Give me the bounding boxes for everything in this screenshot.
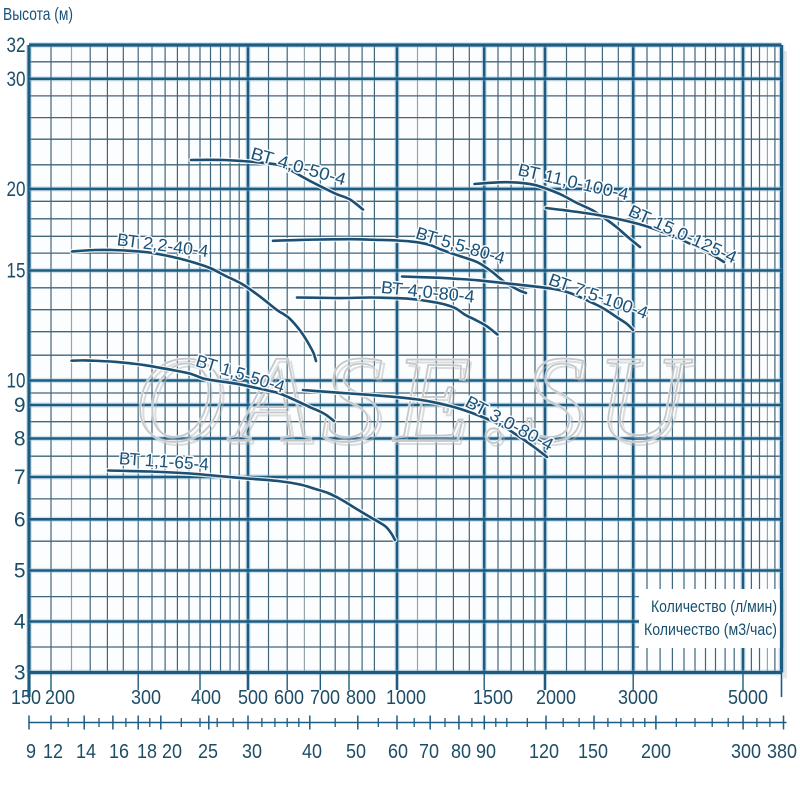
svg-text:9: 9 — [14, 394, 26, 417]
svg-text:9: 9 — [26, 740, 36, 763]
svg-text:120: 120 — [529, 740, 559, 763]
svg-text:150: 150 — [578, 740, 608, 763]
svg-text:30: 30 — [242, 740, 262, 763]
svg-text:OASE.SU: OASE.SU — [137, 334, 700, 471]
svg-text:Количество (л/мин): Количество (л/мин) — [651, 598, 777, 616]
svg-text:400: 400 — [191, 686, 221, 709]
svg-text:1500: 1500 — [473, 686, 513, 709]
svg-text:800: 800 — [346, 686, 376, 709]
svg-text:300: 300 — [731, 740, 761, 763]
svg-text:700: 700 — [310, 686, 340, 709]
svg-text:7: 7 — [14, 466, 26, 489]
svg-text:4: 4 — [14, 611, 26, 634]
svg-text:15: 15 — [7, 260, 26, 283]
svg-text:Количество (м3/час): Количество (м3/час) — [644, 621, 777, 639]
svg-text:80: 80 — [451, 740, 471, 763]
svg-text:500: 500 — [238, 686, 268, 709]
svg-text:600: 600 — [274, 686, 304, 709]
svg-text:14: 14 — [76, 740, 96, 763]
svg-text:150: 150 — [11, 686, 41, 709]
svg-text:300: 300 — [131, 686, 161, 709]
svg-text:60: 60 — [388, 740, 408, 763]
svg-text:12: 12 — [43, 740, 63, 763]
svg-text:90: 90 — [476, 740, 496, 763]
svg-text:32: 32 — [7, 34, 26, 57]
svg-text:Высота (м): Высота (м) — [3, 4, 73, 24]
svg-text:25: 25 — [198, 740, 218, 763]
svg-text:50: 50 — [346, 740, 366, 763]
svg-text:200: 200 — [45, 686, 75, 709]
svg-text:200: 200 — [641, 740, 671, 763]
svg-text:20: 20 — [162, 740, 182, 763]
svg-text:8: 8 — [14, 428, 26, 451]
svg-text:5000: 5000 — [728, 686, 768, 709]
svg-text:16: 16 — [109, 740, 129, 763]
svg-text:70: 70 — [419, 740, 439, 763]
svg-text:3: 3 — [14, 662, 26, 685]
svg-text:10: 10 — [7, 370, 26, 393]
svg-text:6: 6 — [14, 508, 26, 531]
svg-text:2000: 2000 — [536, 686, 576, 709]
svg-text:1000: 1000 — [386, 686, 426, 709]
svg-text:380: 380 — [767, 740, 797, 763]
svg-text:40: 40 — [302, 740, 322, 763]
svg-text:5: 5 — [14, 560, 26, 583]
svg-text:3000: 3000 — [618, 686, 658, 709]
svg-text:30: 30 — [7, 68, 26, 91]
svg-text:20: 20 — [7, 178, 26, 201]
svg-text:18: 18 — [137, 740, 157, 763]
